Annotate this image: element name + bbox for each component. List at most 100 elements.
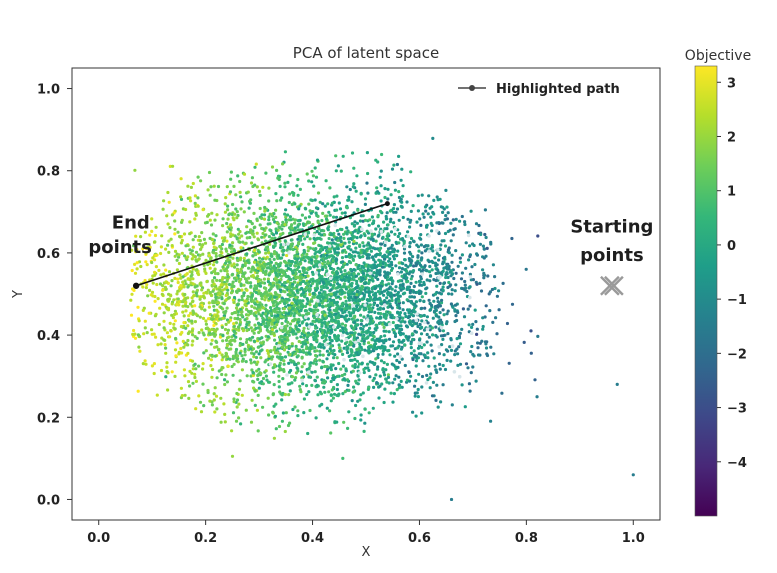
scatter-point <box>244 325 248 329</box>
scatter-point <box>271 355 275 359</box>
scatter-point <box>221 333 225 338</box>
scatter-point <box>169 237 173 241</box>
scatter-point <box>475 252 479 256</box>
scatter-point <box>283 223 287 227</box>
scatter-point <box>242 259 246 263</box>
scatter-point <box>202 404 206 408</box>
scatter-point <box>349 267 353 272</box>
scatter-point <box>281 220 285 224</box>
scatter-point <box>329 431 333 435</box>
scatter-point <box>330 270 335 274</box>
scatter-point <box>209 223 214 227</box>
scatter-point <box>228 340 232 344</box>
scatter-point <box>245 328 249 333</box>
scatter-point <box>402 286 406 290</box>
scatter-point <box>443 244 448 248</box>
scatter-point <box>236 313 240 317</box>
scatter-point <box>435 252 439 256</box>
scatter-point <box>263 209 267 213</box>
scatter-point <box>198 400 203 404</box>
scatter-point <box>232 184 236 188</box>
scatter-point <box>256 305 261 309</box>
scatter-point <box>278 361 282 365</box>
scatter-point <box>363 218 368 222</box>
scatter-point <box>288 174 292 178</box>
scatter-point <box>198 242 202 246</box>
scatter-point <box>352 344 356 348</box>
scatter-point <box>246 294 250 299</box>
scatter-point <box>400 237 405 241</box>
scatter-point <box>188 220 192 224</box>
scatter-point <box>182 232 187 236</box>
scatter-point <box>317 260 321 264</box>
scatter-point <box>247 206 251 210</box>
scatter-point <box>136 389 140 393</box>
scatter-point <box>364 290 368 294</box>
scatter-point <box>307 311 311 316</box>
scatter-point <box>213 354 217 358</box>
scatter-point <box>281 391 285 396</box>
scatter-point <box>383 257 387 261</box>
scatter-point <box>182 298 186 302</box>
scatter-point <box>466 366 470 370</box>
scatter-point <box>332 247 337 252</box>
scatter-point <box>435 195 439 199</box>
scatter-point <box>458 342 463 346</box>
scatter-point <box>340 275 344 279</box>
scatter-point <box>229 343 233 347</box>
scatter-point <box>177 261 181 266</box>
scatter-point <box>396 346 400 350</box>
scatter-point <box>337 322 341 326</box>
scatter-point <box>420 306 424 310</box>
scatter-point <box>297 242 301 246</box>
scatter-point <box>481 327 485 331</box>
scatter-point <box>342 377 346 381</box>
scatter-point <box>323 246 327 250</box>
scatter-point <box>428 376 432 380</box>
scatter-point <box>283 239 287 243</box>
scatter-point <box>257 256 262 260</box>
scatter-point <box>421 212 425 216</box>
scatter-point <box>422 343 426 347</box>
scatter-point <box>343 211 347 215</box>
scatter-point <box>314 247 318 251</box>
scatter-point <box>300 356 304 360</box>
scatter-point <box>191 299 195 303</box>
scatter-point <box>304 207 308 211</box>
scatter-point <box>272 245 276 249</box>
scatter-point <box>322 229 326 233</box>
scatter-point <box>235 216 239 220</box>
scatter-point <box>239 268 243 272</box>
scatter-point <box>408 289 412 293</box>
scatter-point <box>206 390 210 395</box>
scatter-point <box>267 251 271 255</box>
scatter-point <box>243 318 247 322</box>
scatter-point <box>282 248 286 253</box>
scatter-point <box>208 266 212 270</box>
scatter-point <box>329 233 333 237</box>
scatter-point <box>286 274 290 278</box>
scatter-point <box>250 176 254 180</box>
scatter-point <box>307 346 311 350</box>
scatter-point <box>451 233 455 237</box>
scatter-point <box>437 345 441 349</box>
scatter-point <box>324 256 329 260</box>
scatter-point <box>367 256 371 260</box>
scatter-point <box>395 317 399 321</box>
scatter-point <box>413 384 417 388</box>
scatter-point <box>313 370 317 374</box>
scatter-point <box>386 290 390 294</box>
scatter-point <box>184 244 188 248</box>
scatter-point <box>460 271 464 275</box>
scatter-point <box>296 262 300 266</box>
scatter-point <box>296 193 300 197</box>
scatter-point <box>214 394 219 398</box>
scatter-point <box>327 210 331 214</box>
scatter-point <box>275 307 279 311</box>
scatter-point <box>371 379 375 383</box>
scatter-point <box>400 357 404 361</box>
scatter-point <box>212 263 216 267</box>
scatter-point <box>445 312 449 316</box>
scatter-point <box>197 235 201 239</box>
scatter-point <box>390 243 394 247</box>
